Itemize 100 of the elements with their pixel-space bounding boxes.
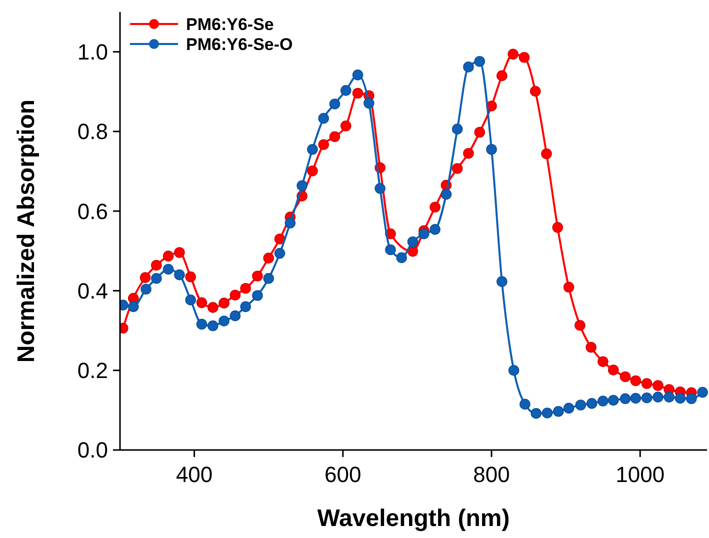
point <box>530 408 542 419</box>
y-tick-label: 0.4 <box>77 278 108 304</box>
point <box>151 260 162 271</box>
point <box>364 98 374 109</box>
point <box>407 236 418 248</box>
y-tick-label: 0.6 <box>77 198 108 224</box>
point <box>620 393 631 404</box>
point <box>541 148 552 160</box>
point <box>518 52 530 63</box>
point <box>329 98 340 110</box>
point <box>486 144 497 155</box>
point <box>274 248 286 259</box>
point <box>608 394 619 406</box>
point <box>340 120 352 132</box>
point <box>496 70 508 82</box>
point <box>474 126 486 138</box>
point <box>263 252 274 264</box>
point <box>563 282 574 293</box>
point <box>284 218 296 228</box>
point <box>252 290 263 301</box>
point <box>230 290 241 301</box>
point <box>162 264 174 275</box>
point <box>630 392 642 404</box>
legend-label: PM6:Y6-Se-O <box>186 34 293 54</box>
point <box>418 228 430 240</box>
y-axis-title: Normalized Absorption <box>13 99 40 363</box>
point <box>552 406 564 417</box>
point <box>652 380 664 391</box>
point <box>508 48 518 60</box>
y-tick-label: 0.2 <box>77 358 108 384</box>
point <box>620 371 631 382</box>
point <box>452 163 463 174</box>
point <box>452 124 463 134</box>
point <box>296 180 308 192</box>
point <box>128 301 139 312</box>
point <box>664 392 675 402</box>
point <box>307 165 318 176</box>
point <box>240 282 251 294</box>
point <box>552 222 564 233</box>
point <box>218 298 230 308</box>
point <box>652 392 664 402</box>
x-tick-label: 400 <box>176 462 213 487</box>
point <box>174 247 185 258</box>
point <box>352 70 364 80</box>
point <box>230 310 241 322</box>
point <box>196 318 208 330</box>
point <box>674 392 686 404</box>
point <box>252 270 263 282</box>
point <box>641 378 652 389</box>
point <box>318 139 329 150</box>
point <box>463 148 474 159</box>
point <box>630 375 642 386</box>
point <box>586 398 598 409</box>
x-tick-label: 800 <box>473 462 510 487</box>
y-tick-label: 0.8 <box>77 119 108 144</box>
y-tick-label: 0.0 <box>77 438 108 463</box>
point <box>396 252 408 264</box>
point <box>263 272 274 284</box>
point <box>586 342 596 353</box>
point <box>218 316 230 326</box>
point <box>641 392 652 404</box>
point <box>563 402 574 414</box>
point <box>385 244 396 256</box>
point <box>496 276 508 287</box>
point <box>196 297 208 308</box>
legend-label: PM6:Y6-Se <box>186 14 274 34</box>
x-tick-label: 1000 <box>616 462 665 487</box>
point <box>686 393 697 404</box>
point <box>463 62 474 72</box>
point <box>430 202 440 213</box>
point <box>542 408 553 418</box>
point <box>374 182 386 194</box>
point <box>174 269 185 280</box>
point <box>274 234 286 244</box>
point <box>140 272 151 283</box>
point <box>329 131 340 142</box>
point <box>440 188 452 200</box>
x-tick-label: 600 <box>324 462 362 487</box>
point <box>575 400 586 410</box>
point <box>207 320 218 332</box>
point <box>162 250 174 262</box>
point <box>508 364 520 376</box>
point <box>307 144 318 155</box>
point <box>240 301 251 312</box>
point <box>608 364 619 376</box>
point <box>352 88 364 99</box>
point <box>185 294 196 306</box>
point <box>140 284 152 295</box>
x-axis-title: Wavelength (nm) <box>317 505 510 532</box>
point <box>207 302 218 313</box>
point <box>530 86 541 97</box>
y-tick-label: 1.0 <box>77 40 108 65</box>
point <box>697 386 708 398</box>
point <box>151 272 162 284</box>
point <box>598 396 608 406</box>
point <box>340 85 352 96</box>
point <box>598 356 608 368</box>
point <box>185 271 196 282</box>
point <box>318 112 329 124</box>
point <box>574 320 586 331</box>
